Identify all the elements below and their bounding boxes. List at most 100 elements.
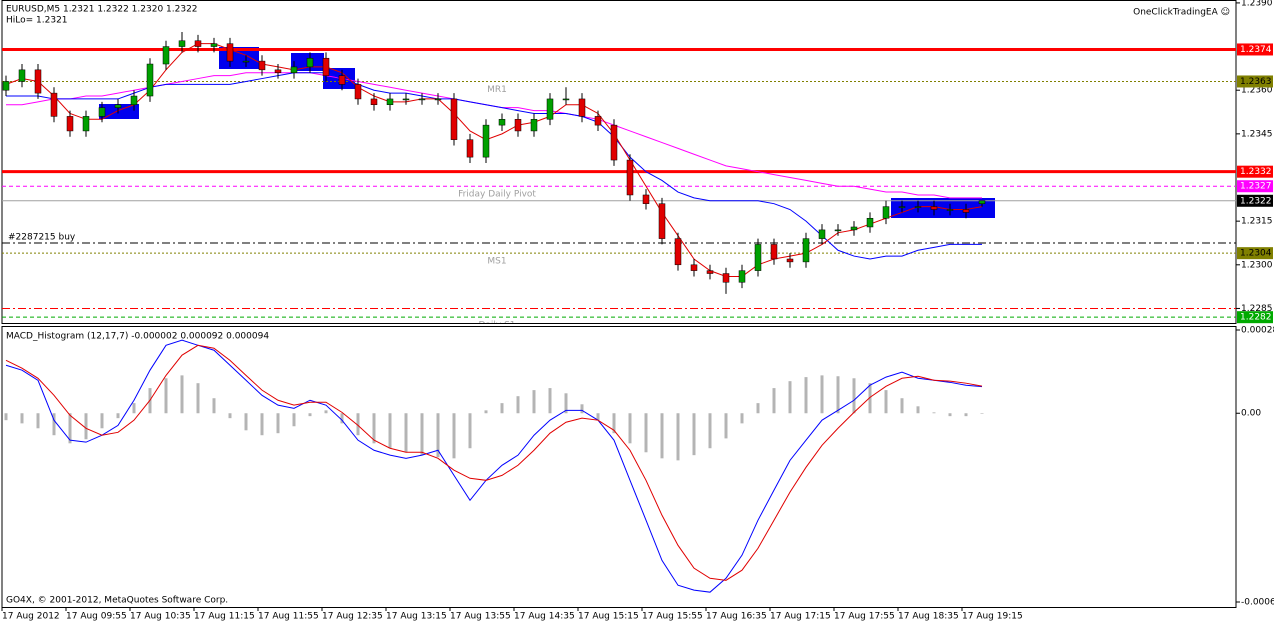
histogram-bar <box>468 413 472 449</box>
histogram-bar <box>916 406 920 414</box>
indicator-pane-border <box>1 326 1237 608</box>
price-tag-label: 1.2304 <box>1240 249 1272 259</box>
histogram-bar <box>484 410 488 414</box>
footer: GO4X, © 2001-2012, MetaQuotes Software C… <box>6 596 228 606</box>
x-tick-label: 17 Aug 17:55 <box>834 612 895 622</box>
histogram-bar <box>436 413 440 458</box>
histogram-bar <box>292 413 296 427</box>
histogram-bar <box>196 383 200 414</box>
main-pane: MR1 Friday Daily Pivot #2287215 buy MS1 Dail… <box>2 32 1236 331</box>
x-tick-label: 17 Aug 18:35 <box>898 612 959 622</box>
candle-body <box>946 209 954 211</box>
histogram-bar <box>244 413 248 431</box>
histogram-bar <box>212 398 216 414</box>
histogram-bar <box>20 413 24 424</box>
price-tag <box>1237 180 1273 193</box>
x-tick-label: 17 Aug 15:55 <box>642 612 703 622</box>
candle-body <box>50 92 58 117</box>
candle-body <box>498 119 506 126</box>
y-tick-label: 1.2360 <box>1241 86 1273 96</box>
candle-body <box>402 98 410 101</box>
candle-body <box>274 69 282 73</box>
candle-body <box>370 98 378 106</box>
histogram-bar <box>596 413 600 421</box>
histogram-bar <box>884 390 888 414</box>
candle-body <box>146 63 154 97</box>
histogram-bar <box>4 413 8 421</box>
candle-body <box>722 273 730 283</box>
x-tick-label: 17 Aug 10:35 <box>130 612 191 622</box>
candle-body <box>674 238 682 266</box>
candle-body <box>482 124 490 158</box>
x-tick-label: 17 Aug 19:15 <box>962 612 1023 622</box>
candle-body <box>898 206 906 208</box>
candle-body <box>466 139 474 158</box>
candle-body <box>386 98 394 106</box>
histogram-bar <box>724 413 728 439</box>
histogram-bar <box>340 413 344 424</box>
histogram-bar <box>516 396 520 414</box>
x-tick-label: 17 Aug 16:35 <box>706 612 767 622</box>
histogram-bar <box>324 410 328 414</box>
histogram-bar <box>372 413 376 444</box>
histogram-bar <box>132 403 136 414</box>
candle-body <box>818 229 826 239</box>
histogram-bar <box>820 375 824 414</box>
level-name: MS1 <box>487 257 506 267</box>
histogram-bar <box>660 413 664 459</box>
y-tick-label: 1.2390 <box>1241 0 1273 8</box>
histogram-bar <box>980 413 984 414</box>
macd-line <box>5 344 983 581</box>
x-tick-label: 17 Aug 09:55 <box>66 612 127 622</box>
x-tick-label: 17 Aug 15:15 <box>578 612 639 622</box>
candle-body <box>130 95 138 106</box>
candle-body <box>850 226 858 231</box>
ea-label: OneClickTradingEA ☺ <box>1133 7 1230 18</box>
candle-body <box>322 57 330 76</box>
histogram-bar <box>356 413 360 436</box>
price-tag <box>1237 75 1273 88</box>
candle-body <box>610 124 618 161</box>
candle-body <box>866 217 874 228</box>
histogram-bar <box>964 413 968 417</box>
candle-body <box>258 60 266 71</box>
histogram-bar <box>68 413 72 444</box>
x-tick-label: 17 Aug 12:35 <box>322 612 383 622</box>
price-tag-label: 1.2363 <box>1240 77 1272 87</box>
histogram-bar <box>404 413 408 453</box>
histogram-bar <box>708 413 712 449</box>
main-pane-border <box>1 0 1237 324</box>
level-name: Friday Daily Pivot <box>458 190 536 200</box>
candle-body <box>242 60 250 63</box>
y-tick-label: 1.2315 <box>1241 217 1273 227</box>
y-tick-label: 0.00 <box>1241 409 1261 419</box>
histogram-bar <box>948 413 952 417</box>
candle-body <box>546 98 554 120</box>
candle-body <box>210 43 218 47</box>
histogram-bar <box>836 376 840 414</box>
candle-body <box>962 209 970 213</box>
candle-body <box>530 119 538 132</box>
histogram-bar <box>564 393 568 414</box>
price-tag-label: 1.2282 <box>1240 313 1272 323</box>
candle-body <box>226 43 234 62</box>
candle-body <box>882 206 890 219</box>
candle-body <box>690 264 698 271</box>
histogram-bar <box>452 413 456 459</box>
price-tag <box>1237 311 1273 324</box>
histogram-bar <box>52 413 56 436</box>
candle-body <box>562 98 570 101</box>
histogram-bar <box>788 381 792 414</box>
candle-body <box>978 200 986 204</box>
histogram-bar <box>740 413 744 424</box>
histogram-bar <box>84 413 88 440</box>
candle-body <box>354 84 362 100</box>
x-tick-label: 17 Aug 11:55 <box>258 612 319 622</box>
histogram-bar <box>100 413 104 429</box>
histogram-bar <box>868 383 872 414</box>
histogram-bar <box>388 413 392 449</box>
candle-body <box>594 116 602 126</box>
x-tick-label: 17 Aug 2012 <box>2 612 60 622</box>
level-name: Daily S1 <box>478 321 515 331</box>
candle-body <box>770 244 778 260</box>
